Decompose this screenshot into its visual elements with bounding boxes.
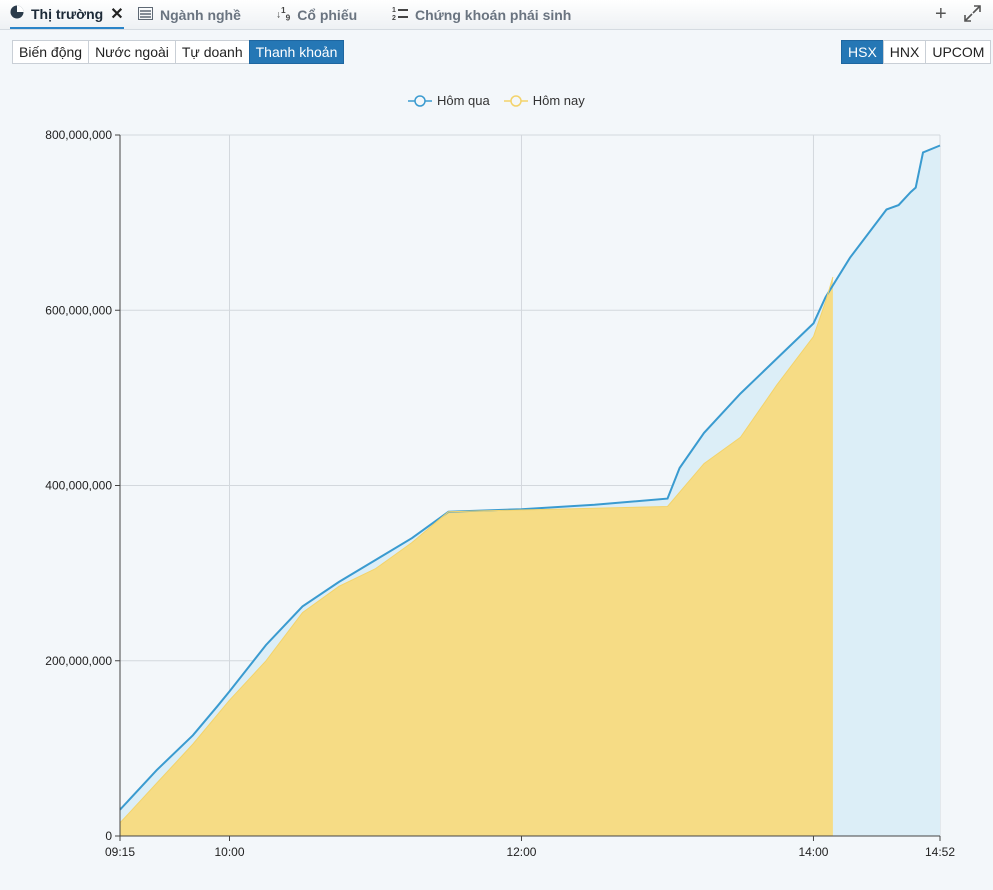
legend-item-hom-qua[interactable]: Hôm qua (408, 93, 490, 108)
sort-numeric-icon: ↓19 (276, 5, 291, 23)
y-tick-label: 800,000,000 (45, 128, 112, 142)
list-icon (138, 6, 153, 23)
view-button-thanh-khoan[interactable]: Thanh khoản (248, 40, 345, 64)
expand-icon[interactable] (964, 5, 981, 28)
pie-chart-icon (10, 5, 24, 22)
x-tick-label: 12:00 (506, 845, 536, 859)
tab-label: Chứng khoán phái sinh (415, 6, 572, 23)
plus-icon[interactable]: + (935, 3, 947, 25)
exchange-button-hsx[interactable]: HSX (841, 40, 884, 64)
legend-marker-hom-qua (408, 94, 432, 107)
tab-co-phieu[interactable]: ↓19 Cổ phiếu (276, 0, 357, 29)
y-tick-label: 400,000,000 (45, 479, 112, 493)
tab-nganh-nghe[interactable]: Ngành nghề (138, 0, 241, 29)
x-tick-label: 09:15 (105, 845, 135, 859)
view-button-bien-dong[interactable]: Biến động (12, 40, 90, 64)
view-selector: Biến động Nước ngoài Tự doanh Thanh khoả… (12, 40, 345, 64)
svg-text:2: 2 (392, 15, 396, 21)
tab-label: Cổ phiếu (297, 6, 358, 23)
view-button-nuoc-ngoai[interactable]: Nước ngoài (88, 40, 176, 64)
legend-label: Hôm nay (532, 93, 585, 108)
y-tick-label: 0 (105, 829, 112, 843)
tab-label: Thị trường (31, 5, 104, 22)
y-tick-label: 200,000,000 (45, 654, 112, 668)
y-tick-label: 600,000,000 (45, 303, 112, 317)
series-line-hom-nay (119, 276, 834, 824)
chart-legend: Hôm qua Hôm nay (408, 93, 599, 108)
tab-label: Ngành nghề (160, 6, 241, 23)
x-tick-label: 10:00 (214, 845, 244, 859)
x-tick-label: 14:52 (925, 845, 955, 859)
exchange-button-upcom[interactable]: UPCOM (925, 40, 992, 64)
legend-marker-hom-nay (503, 94, 528, 107)
exchange-selector: HSX HNX UPCOM (841, 40, 992, 64)
view-button-tu-doanh[interactable]: Tự doanh (174, 40, 250, 64)
x-tick-label: 14:00 (798, 845, 828, 859)
tab-thi-truong[interactable]: Thị trường ✕ (10, 0, 124, 29)
svg-text:1: 1 (392, 7, 396, 14)
series-line-hom-qua (119, 144, 941, 811)
legend-label: Hôm qua (437, 93, 490, 108)
legend-item-hom-nay[interactable]: Hôm nay (503, 93, 585, 108)
series-area-1 (120, 277, 833, 836)
close-icon[interactable]: ✕ (110, 5, 124, 23)
